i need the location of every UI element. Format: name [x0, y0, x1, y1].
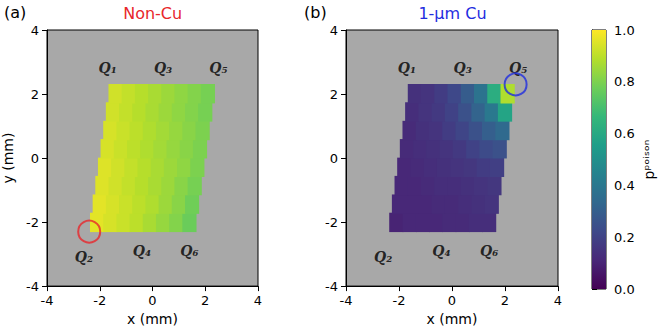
svg-text:Q₃: Q₃ [154, 60, 172, 76]
svg-text:0.8: 0.8 [614, 74, 635, 89]
svg-text:Q₂: Q₂ [75, 249, 93, 265]
svg-text:4: 4 [31, 23, 39, 38]
svg-text:y (mm): y (mm) [0, 133, 16, 184]
svg-text:-2: -2 [393, 293, 406, 308]
svg-text:1.0: 1.0 [614, 23, 635, 38]
svg-text:2: 2 [31, 87, 39, 102]
svg-text:4: 4 [254, 293, 262, 308]
svg-text:pᵖᵒⁱˢᵒⁿ: pᵖᵒⁱˢᵒⁿ [641, 140, 657, 180]
svg-text:Q₃: Q₃ [453, 60, 471, 76]
svg-text:-4: -4 [325, 279, 338, 294]
svg-text:0.4: 0.4 [614, 178, 635, 193]
svg-text:Q₂: Q₂ [374, 249, 392, 265]
svg-text:0: 0 [448, 293, 456, 308]
svg-text:Non-Cu: Non-Cu [123, 4, 182, 23]
svg-text:0: 0 [31, 151, 39, 166]
svg-text:Q₁: Q₁ [98, 60, 116, 76]
svg-text:2: 2 [501, 293, 509, 308]
svg-text:4: 4 [554, 293, 562, 308]
svg-text:Q₅: Q₅ [509, 60, 528, 77]
svg-text:Q₆: Q₆ [480, 243, 498, 259]
svg-text:Q₁: Q₁ [398, 60, 416, 76]
svg-text:x (mm): x (mm) [427, 311, 478, 327]
svg-text:0.2: 0.2 [614, 230, 635, 245]
svg-text:-2: -2 [325, 215, 338, 230]
svg-text:0.6: 0.6 [614, 126, 635, 141]
svg-text:2: 2 [201, 293, 209, 308]
svg-text:-2: -2 [93, 293, 106, 308]
svg-text:-4: -4 [340, 293, 353, 308]
svg-text:Q₆: Q₆ [180, 243, 198, 259]
svg-text:-2: -2 [26, 215, 39, 230]
svg-text:-4: -4 [41, 293, 54, 308]
svg-text:(a): (a) [4, 3, 26, 22]
svg-text:1-μm Cu: 1-μm Cu [418, 4, 486, 23]
svg-text:Q₅: Q₅ [209, 60, 227, 76]
svg-text:Q₄: Q₄ [432, 243, 450, 259]
svg-text:(b): (b) [304, 3, 327, 22]
svg-text:Q₄: Q₄ [133, 243, 151, 259]
svg-text:x (mm): x (mm) [127, 311, 178, 327]
svg-text:2: 2 [330, 87, 338, 102]
svg-text:0.0: 0.0 [614, 282, 635, 297]
svg-text:0: 0 [148, 293, 156, 308]
svg-text:-4: -4 [26, 279, 39, 294]
svg-text:4: 4 [330, 23, 338, 38]
svg-text:0: 0 [330, 151, 338, 166]
